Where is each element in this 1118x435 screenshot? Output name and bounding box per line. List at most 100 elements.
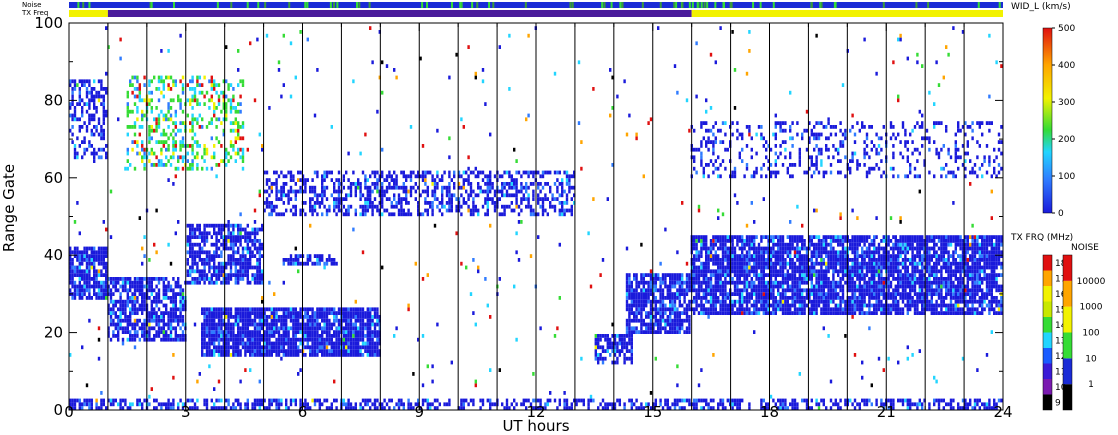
heat-cell: [606, 334, 609, 338]
heat-cell: [234, 322, 237, 327]
heat-cell: [253, 341, 257, 346]
heat-cell: [203, 159, 206, 163]
heat-cell: [150, 284, 153, 289]
heat-cell: [225, 406, 228, 410]
heat-cell: [702, 269, 705, 274]
heat-cell: [666, 307, 669, 312]
heat-cell: [129, 79, 132, 84]
heat-cell: [714, 284, 717, 289]
noise-speckle: [336, 2, 339, 8]
heat-cell: [328, 334, 331, 338]
heat-cell: [304, 185, 307, 190]
heat-cell: [270, 330, 273, 334]
heat-cell: [433, 406, 437, 410]
heat-cell: [313, 113, 317, 118]
noise-speckle: [722, 2, 725, 8]
heat-cell: [229, 307, 233, 312]
heat-cell: [69, 265, 72, 270]
heat-cell: [208, 349, 211, 353]
heat-cell: [333, 353, 336, 357]
heat-cell: [277, 315, 281, 319]
heat-cell: [685, 277, 689, 281]
heat-cell: [520, 201, 523, 205]
heat-cell: [558, 193, 561, 198]
heat-cell: [460, 398, 463, 403]
heat-cell: [220, 349, 223, 353]
heat-cell: [203, 402, 206, 407]
heat-cell: [304, 311, 307, 315]
heat-cell: [136, 151, 139, 156]
heat-cell: [234, 315, 237, 319]
heat-cell: [90, 128, 93, 133]
heat-cell: [237, 341, 240, 346]
heat-cell: [227, 277, 230, 281]
heat-cell: [354, 315, 357, 319]
heat-cell: [198, 113, 201, 118]
heat-cell: [325, 345, 329, 350]
heat-cell: [707, 258, 710, 262]
heat-cell: [193, 280, 197, 285]
heat-cell: [239, 337, 242, 342]
heat-cell: [229, 326, 233, 331]
heat-cell: [237, 277, 240, 281]
heat-cell: [205, 334, 209, 338]
heat-cell: [153, 288, 156, 293]
heat-cell: [628, 318, 631, 323]
heat-cell: [215, 273, 218, 277]
heat-cell: [393, 334, 396, 338]
heat-cell: [208, 79, 211, 84]
heat-cell: [611, 345, 614, 350]
heat-cell: [294, 334, 297, 338]
heat-cell: [244, 368, 247, 372]
heat-cell: [138, 94, 141, 99]
heat-cell: [95, 296, 98, 300]
heat-cell: [237, 231, 240, 236]
heat-cell: [354, 182, 357, 186]
heat-cell: [549, 204, 552, 209]
heat-cell: [673, 330, 677, 334]
heat-cell: [462, 170, 465, 175]
heat-cell: [709, 280, 713, 285]
heat-cell: [373, 345, 377, 350]
heat-cell: [731, 307, 734, 312]
heat-cell: [289, 41, 293, 46]
heat-cell: [249, 353, 252, 357]
heat-cell: [733, 311, 737, 315]
heat-cell: [124, 299, 127, 304]
heat-cell: [505, 398, 509, 403]
heat-cell: [717, 261, 720, 266]
heat-cell: [119, 307, 122, 312]
heat-cell: [114, 326, 117, 331]
heat-cell: [342, 353, 345, 357]
heat-cell: [88, 296, 91, 300]
heat-cell: [169, 132, 173, 137]
heat-cell: [527, 201, 530, 205]
heat-cell: [465, 170, 468, 175]
heat-cell: [169, 334, 173, 338]
heat-cell: [688, 326, 691, 331]
heat-cell: [153, 307, 156, 312]
heat-cell: [349, 318, 353, 323]
heat-cell: [705, 299, 708, 304]
heat-cell: [489, 132, 492, 137]
heat-cell: [162, 144, 165, 148]
heat-cell: [90, 402, 93, 407]
heat-cell: [85, 246, 89, 251]
heat-cell: [676, 250, 679, 255]
heat-cell: [93, 94, 96, 99]
heat-cell: [155, 117, 158, 122]
heat-cell: [273, 170, 276, 175]
heat-cell: [85, 398, 89, 403]
heat-cell: [678, 277, 681, 281]
heat-cell: [700, 155, 703, 160]
heat-cell: [167, 242, 170, 247]
heat-cell: [143, 334, 146, 338]
heat-cell: [217, 315, 221, 319]
heat-cell: [277, 68, 281, 72]
heat-cell: [201, 307, 204, 312]
heat-cell: [666, 322, 669, 327]
heat-cell: [721, 140, 725, 144]
heat-cell: [241, 136, 245, 141]
heat-cell: [222, 337, 225, 342]
heat-cell: [244, 311, 247, 315]
